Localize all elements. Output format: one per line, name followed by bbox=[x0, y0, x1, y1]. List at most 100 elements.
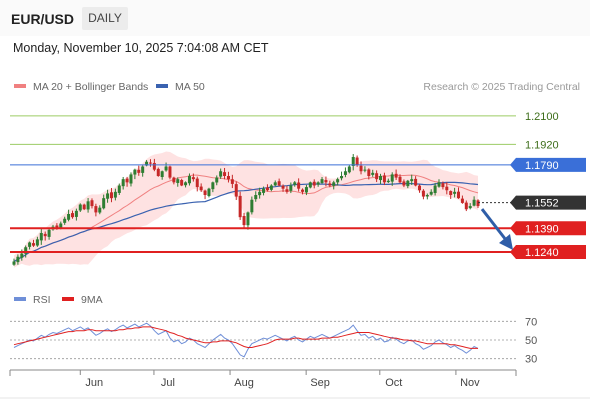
candle-body bbox=[242, 216, 246, 226]
candle-body bbox=[184, 182, 188, 186]
candle-body bbox=[39, 233, 43, 241]
candle-body bbox=[472, 199, 476, 206]
level-label-resistance: 1.1920 bbox=[525, 139, 559, 151]
candle-body bbox=[410, 179, 414, 182]
candle-body bbox=[460, 198, 464, 203]
rsi-panel: 70 50 30 bbox=[10, 316, 537, 366]
level-label-resistance: 1.2100 bbox=[525, 111, 559, 123]
candle-body bbox=[82, 204, 86, 210]
candle-body bbox=[191, 177, 195, 180]
rsi-level-label: 50 bbox=[525, 335, 537, 347]
forecast-arrow-head bbox=[499, 234, 513, 250]
price-levels: 1.2100 1.1920 1.1790 1.1552 1.1390 1.1240 bbox=[10, 111, 586, 259]
candle-body bbox=[24, 247, 28, 254]
candle-body bbox=[332, 182, 336, 186]
time-axis: Jun Jul Aug Sep Oct Nov bbox=[0, 369, 590, 399]
candle-body bbox=[277, 181, 281, 186]
candle-body bbox=[289, 185, 293, 191]
candle-body bbox=[297, 182, 301, 189]
level-label-support: 1.1240 bbox=[525, 247, 559, 259]
candle-body bbox=[359, 165, 363, 172]
bollinger-band-fill bbox=[14, 151, 478, 268]
candle-body bbox=[152, 162, 156, 170]
candle-body bbox=[145, 161, 149, 166]
rsi-level-label: 30 bbox=[525, 354, 537, 366]
level-tag-current bbox=[510, 195, 586, 210]
candle-body bbox=[59, 223, 63, 229]
candle-body bbox=[246, 212, 250, 226]
level-tag-support bbox=[510, 221, 586, 236]
timeframe-badge[interactable]: DAILY bbox=[82, 7, 128, 30]
candle-body bbox=[133, 169, 137, 175]
candle-body bbox=[207, 188, 211, 196]
candle-body bbox=[457, 191, 461, 199]
candle-body bbox=[258, 191, 262, 196]
candle-body bbox=[47, 229, 51, 237]
candle-body bbox=[312, 181, 316, 186]
candle-body bbox=[265, 187, 269, 191]
candle-body bbox=[343, 171, 347, 175]
level-tag-support bbox=[510, 245, 586, 259]
candle-body bbox=[109, 192, 113, 199]
candle-body bbox=[316, 182, 320, 185]
level-tag-pivot bbox=[510, 157, 586, 172]
candle-body bbox=[437, 182, 441, 187]
candle-body bbox=[453, 191, 457, 194]
candle-body bbox=[164, 166, 168, 171]
candle-body bbox=[254, 195, 258, 200]
level-label-current: 1.1552 bbox=[525, 198, 559, 210]
candle-body bbox=[347, 166, 351, 173]
candle-body bbox=[16, 256, 20, 263]
candle-body bbox=[137, 169, 141, 173]
candle-body bbox=[141, 166, 145, 173]
candle-body bbox=[226, 176, 230, 180]
candle-body bbox=[78, 204, 82, 211]
candle-body bbox=[172, 177, 176, 183]
candle-body bbox=[98, 207, 102, 213]
ma20-swatch bbox=[14, 84, 26, 88]
candle-body bbox=[129, 174, 133, 184]
candle-body bbox=[324, 180, 328, 183]
candle-body bbox=[234, 184, 238, 197]
candle-body bbox=[269, 185, 273, 190]
candle-body bbox=[113, 191, 117, 198]
candle-body bbox=[215, 177, 219, 183]
axis-tick-label: Aug bbox=[234, 377, 254, 389]
candle-body bbox=[94, 206, 98, 213]
candle-body bbox=[398, 176, 402, 183]
rsi-ma9-line bbox=[13, 326, 478, 349]
candle-body bbox=[394, 173, 398, 178]
candle-body bbox=[301, 189, 305, 192]
candle-body bbox=[70, 213, 74, 218]
candle-body bbox=[429, 191, 433, 195]
bollinger-bands bbox=[14, 151, 478, 268]
candle-body bbox=[386, 180, 390, 183]
candle-body bbox=[328, 183, 332, 186]
rsi-level-label: 70 bbox=[525, 316, 537, 328]
candle-body bbox=[320, 179, 324, 183]
candle-body bbox=[148, 162, 152, 164]
candle-body bbox=[371, 172, 375, 175]
axis-tick-label: Nov bbox=[460, 377, 480, 389]
candle-body bbox=[223, 172, 227, 176]
candle-body bbox=[363, 169, 367, 171]
level-label-pivot: 1.1790 bbox=[525, 160, 559, 172]
candle-body bbox=[43, 233, 47, 237]
candle-body bbox=[293, 182, 297, 185]
candle-body bbox=[125, 178, 129, 183]
candle-body bbox=[382, 175, 386, 183]
candle-body bbox=[168, 166, 172, 178]
candle-body bbox=[308, 182, 312, 188]
ma50-swatch bbox=[156, 84, 168, 88]
candle-body bbox=[336, 179, 340, 183]
candle-body bbox=[55, 225, 59, 229]
level-label-support: 1.1390 bbox=[525, 223, 559, 235]
rsi-swatch bbox=[14, 297, 26, 301]
candle-body bbox=[281, 185, 285, 189]
candle-body bbox=[20, 253, 24, 258]
candle-body bbox=[86, 201, 90, 210]
candle-body bbox=[441, 183, 445, 188]
chart-header: EUR/USD DAILY bbox=[0, 0, 590, 36]
candle-body bbox=[156, 168, 160, 176]
